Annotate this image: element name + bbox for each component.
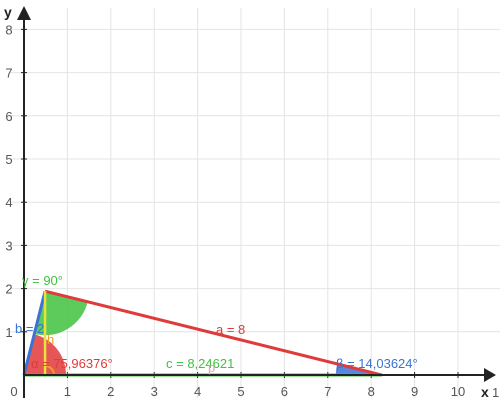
side-a-line (44, 289, 383, 377)
y-tick-label: 7 (5, 66, 12, 81)
grid (10, 8, 500, 398)
y-tick-label: 4 (5, 195, 12, 210)
x-tick-label: 4 (194, 384, 201, 399)
angle-gamma-sector (34, 291, 88, 336)
x-axis-title: x (481, 384, 489, 400)
y-tick-label: 5 (5, 152, 12, 167)
y-axis-arrow-icon (17, 6, 31, 20)
side-c-label: c = 8,24621 (166, 356, 234, 371)
x-tick-label: 0 (10, 384, 17, 399)
y-tick-label: 3 (5, 238, 12, 253)
gamma-label: γ = 90° (22, 273, 63, 288)
side-b-label: b = 2 (15, 321, 44, 336)
x-tick-label: 1 (64, 384, 71, 399)
y-tick-label: 8 (5, 22, 12, 37)
x-tick-label: 6 (281, 384, 288, 399)
x-tick-label: 3 (151, 384, 158, 399)
side-a-label: a = 8 (216, 322, 245, 337)
y-tick-label: 6 (5, 109, 12, 124)
x-tick-label: 10 (451, 384, 465, 399)
y-tick-label: 1 (5, 325, 12, 340)
alpha-label: α = 75,96376° (31, 356, 113, 371)
x-edge-tick-label: 1 (492, 385, 499, 400)
axis-ticks: 0 1 2 3 4 5 6 7 8 9 10 1 2 3 4 5 6 7 8 (5, 22, 465, 399)
x-tick-label: 8 (368, 384, 375, 399)
x-tick-label: 5 (237, 384, 244, 399)
x-tick-label: 7 (324, 384, 331, 399)
side-b-line (22, 290, 47, 376)
p-label: p (208, 360, 215, 375)
x-tick-label: 2 (107, 384, 114, 399)
beta-label: β = 14,03624° (336, 356, 418, 371)
y-tick-label: 2 (5, 282, 12, 297)
x-tick-label: 9 (411, 384, 418, 399)
y-axis-title: y (4, 4, 12, 20)
height-label: h (47, 332, 54, 347)
x-axis-arrow-icon (484, 368, 496, 382)
